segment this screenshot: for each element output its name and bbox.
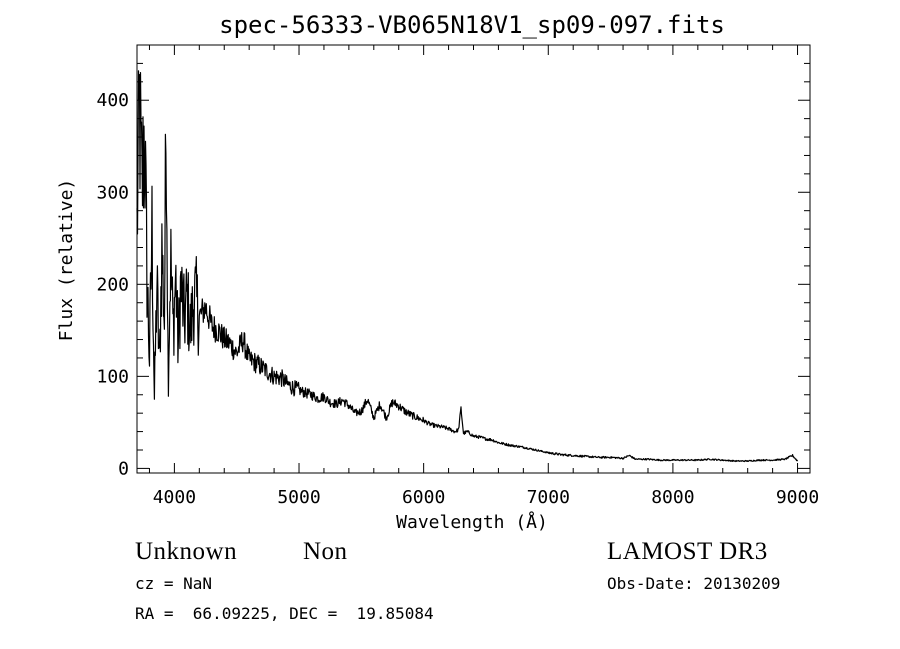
x-tick-label: 8000 bbox=[651, 487, 694, 508]
axis-tick-labels: 4000 5000 6000 7000 8000 9000 0 100 200 300 400 bbox=[96, 90, 819, 508]
x-tick-label: 6000 bbox=[402, 487, 445, 508]
y-tick-label: 200 bbox=[96, 274, 129, 295]
y-axis-label: Flux (relative) bbox=[56, 179, 77, 342]
chart-title: spec-56333-VB065N18V1_sp09-097.fits bbox=[219, 11, 725, 39]
spectrum-line bbox=[136, 70, 799, 463]
plot-frame bbox=[136, 44, 811, 474]
x-tick-label: 7000 bbox=[527, 487, 570, 508]
x-tick-label: 5000 bbox=[277, 487, 320, 508]
survey-name: LAMOST DR3 bbox=[607, 538, 768, 565]
object-subclass: Non bbox=[303, 538, 348, 565]
y-tick-label: 0 bbox=[118, 458, 129, 479]
object-class: Unknown bbox=[135, 538, 238, 565]
y-tick-label: 400 bbox=[96, 90, 129, 111]
coordinates: RA = 66.09225, DEC = 19.85084 bbox=[135, 604, 434, 623]
x-tick-label: 9000 bbox=[776, 487, 819, 508]
y-tick-label: 100 bbox=[96, 366, 129, 387]
x-tick-label: 4000 bbox=[153, 487, 196, 508]
obs-date: Obs-Date: 20130209 bbox=[607, 574, 781, 593]
x-axis-label: Wavelength (Å) bbox=[396, 511, 548, 533]
axis-ticks bbox=[137, 45, 810, 473]
y-tick-label: 300 bbox=[96, 182, 129, 203]
redshift-cz: cz = NaN bbox=[135, 574, 213, 593]
